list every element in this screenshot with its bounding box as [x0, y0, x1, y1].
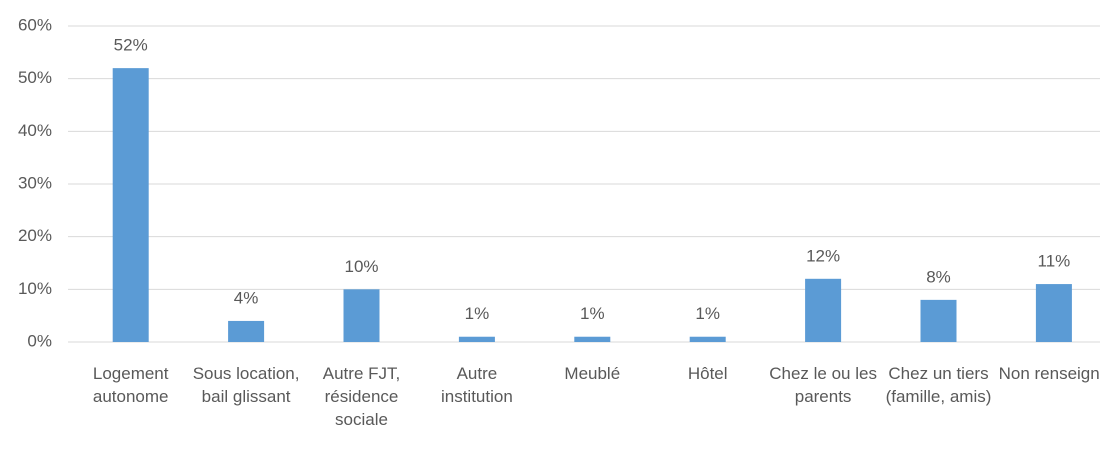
data-label: 11%: [1038, 252, 1071, 271]
y-tick-label: 30%: [18, 173, 52, 192]
bar: [805, 278, 842, 342]
data-label: 1%: [465, 304, 490, 323]
bar: [112, 68, 149, 342]
bar: [1035, 284, 1072, 342]
x-tick-label: Meublé: [564, 364, 621, 383]
y-tick-label: 40%: [18, 121, 52, 140]
x-tick-label: Chez un tiers (famille, amis): [885, 364, 992, 406]
x-tick-label: Hôtel: [687, 364, 728, 383]
x-tick-label: Chez le ou les parents: [769, 364, 877, 406]
data-label: 52%: [114, 36, 148, 55]
x-tick-label: Non renseigné: [998, 364, 1100, 383]
y-tick-label: 0%: [27, 331, 52, 350]
data-label: 1%: [580, 304, 605, 323]
data-label: 1%: [695, 304, 720, 323]
data-label: 8%: [926, 267, 951, 286]
data-label: 12%: [806, 246, 840, 265]
y-tick-label: 20%: [18, 226, 52, 245]
bar: [920, 299, 957, 342]
bar: [458, 336, 495, 342]
data-label: 4%: [234, 288, 259, 307]
x-tick-label: Sous location, bail glissant: [192, 364, 300, 406]
data-label: 10%: [344, 257, 378, 276]
bar: [574, 336, 611, 342]
bar: [228, 320, 265, 342]
x-tick-label: Autre institution: [440, 364, 513, 406]
x-tick-label: Logement autonome: [92, 364, 169, 406]
bar: [343, 289, 380, 342]
x-tick-label: Autre FJT, résidence sociale: [322, 364, 401, 429]
bar: [689, 336, 726, 342]
y-tick-label: 60%: [18, 15, 52, 34]
y-tick-label: 50%: [18, 68, 52, 87]
y-tick-label: 10%: [18, 279, 52, 298]
